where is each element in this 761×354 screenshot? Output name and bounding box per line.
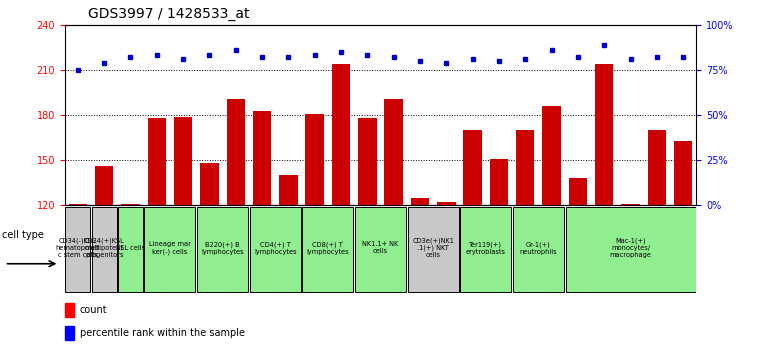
Text: Mac-1(+)
monocytes/
macrophage: Mac-1(+) monocytes/ macrophage	[610, 238, 651, 258]
Bar	[674, 141, 693, 205]
Bar	[568, 178, 587, 205]
Text: Ter119(+)
erytroblasts: Ter119(+) erytroblasts	[466, 241, 506, 255]
Bar	[174, 116, 193, 205]
Text: GDS3997 / 1428533_at: GDS3997 / 1428533_at	[88, 7, 249, 21]
Text: NK1.1+ NK
cells: NK1.1+ NK cells	[362, 241, 399, 254]
Bar	[513, 207, 564, 292]
Text: KSL cells: KSL cells	[116, 245, 145, 251]
Bar	[118, 207, 143, 292]
Text: CD34(+)KSL
multipotent
progenitors: CD34(+)KSL multipotent progenitors	[84, 238, 125, 258]
Bar	[565, 207, 696, 292]
Bar	[408, 207, 459, 292]
Bar	[411, 198, 429, 205]
Bar	[463, 130, 482, 205]
Bar	[65, 303, 75, 317]
Text: CD3e(+)NK1
.1(+) NKT
cells: CD3e(+)NK1 .1(+) NKT cells	[412, 237, 454, 258]
Text: percentile rank within the sample: percentile rank within the sample	[80, 328, 245, 338]
Bar	[648, 130, 666, 205]
Bar	[250, 207, 301, 292]
Bar	[121, 204, 140, 205]
Bar	[279, 175, 298, 205]
Bar	[384, 98, 403, 205]
Bar	[358, 118, 377, 205]
Text: Lineage mar
ker(-) cells: Lineage mar ker(-) cells	[149, 241, 191, 255]
Bar	[95, 166, 113, 205]
Bar	[68, 204, 87, 205]
Text: CD4(+) T
lymphocytes: CD4(+) T lymphocytes	[254, 241, 297, 255]
Text: count: count	[80, 306, 107, 315]
Bar	[65, 326, 75, 340]
Bar	[145, 207, 196, 292]
Bar	[437, 202, 456, 205]
Bar	[65, 207, 91, 292]
Bar	[490, 159, 508, 205]
Bar	[621, 204, 640, 205]
Bar	[543, 106, 561, 205]
Text: CD34(-)KSL
hematopoieti
c stem cells: CD34(-)KSL hematopoieti c stem cells	[56, 238, 100, 258]
Text: CD8(+) T
lymphocytes: CD8(+) T lymphocytes	[307, 241, 349, 255]
Bar	[200, 163, 218, 205]
Bar	[92, 207, 116, 292]
Text: cell type: cell type	[2, 230, 43, 240]
Bar	[227, 98, 245, 205]
Bar	[305, 114, 324, 205]
Bar	[595, 64, 613, 205]
Bar	[516, 130, 534, 205]
Bar	[197, 207, 248, 292]
Bar	[460, 207, 511, 292]
Bar	[355, 207, 406, 292]
Bar	[302, 207, 353, 292]
Text: B220(+) B
lymphocytes: B220(+) B lymphocytes	[201, 241, 244, 255]
Bar	[332, 64, 350, 205]
Bar	[148, 118, 166, 205]
Bar	[253, 110, 271, 205]
Text: Gr-1(+)
neutrophils: Gr-1(+) neutrophils	[520, 241, 557, 255]
